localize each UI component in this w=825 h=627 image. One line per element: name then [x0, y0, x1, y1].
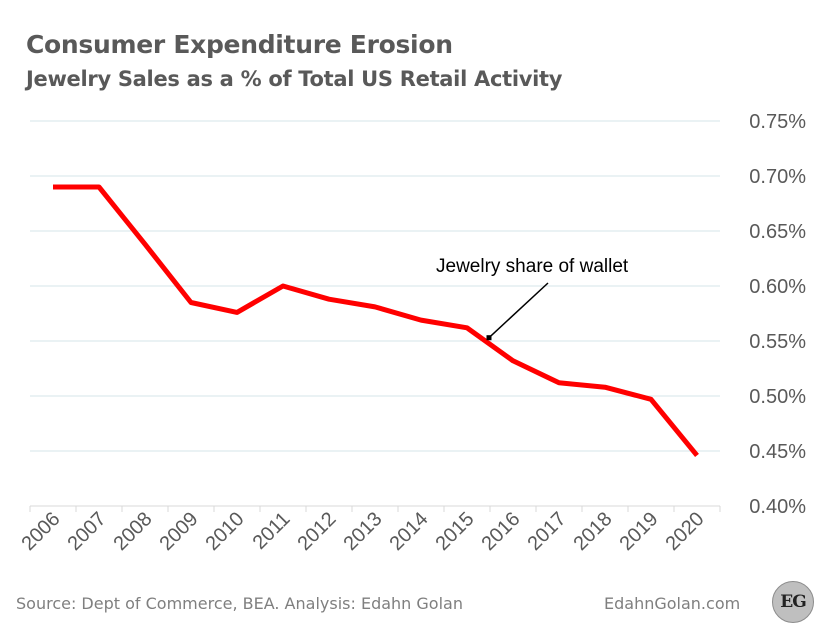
x-tick-label: 2020	[662, 508, 709, 555]
source-note: Source: Dept of Commerce, BEA. Analysis:…	[16, 594, 463, 613]
y-tick-label: 0.60%	[749, 276, 806, 298]
y-axis-tick-labels: 0.40% 0.45% 0.50% 0.55% 0.60% 0.65% 0.70% 0.75%	[749, 111, 806, 518]
x-tick-label: 2019	[616, 508, 663, 555]
y-tick-label: 0.55%	[749, 331, 806, 353]
series-line	[53, 184, 699, 457]
chart-title: Consumer Expenditure Erosion	[26, 30, 453, 59]
x-tick-label: 2018	[570, 508, 617, 555]
x-tick-label: 2010	[202, 508, 249, 555]
y-tick-label: 0.40%	[749, 496, 806, 518]
eg-logo: EG	[772, 581, 814, 623]
x-tick-label: 2012	[294, 508, 341, 555]
gridlines	[30, 120, 720, 452]
x-axis	[29, 505, 721, 512]
site-link[interactable]: EdahnGolan.com	[604, 594, 741, 613]
y-tick-label: 0.75%	[749, 111, 806, 133]
x-tick-label: 2015	[432, 508, 479, 555]
x-tick-label: 2011	[249, 508, 295, 554]
series-lines	[53, 184, 699, 457]
y-tick-label: 0.65%	[749, 221, 806, 243]
x-tick-label: 2013	[340, 508, 387, 555]
x-tick-label: 2016	[478, 508, 525, 555]
y-tick-label: 0.70%	[749, 166, 806, 188]
logo-text: EG	[780, 592, 807, 612]
y-tick-label: 0.45%	[749, 441, 806, 463]
x-tick-label: 2006	[18, 508, 65, 555]
annotation: Jewelry share of wallet	[436, 256, 629, 341]
x-tick-label: 2009	[156, 508, 203, 555]
x-tick-label: 2014	[386, 508, 433, 555]
x-tick-label: 2007	[64, 508, 111, 555]
annotation-label: Jewelry share of wallet	[436, 256, 629, 277]
x-tick-label: 2017	[524, 508, 571, 555]
x-tick-label: 2008	[110, 508, 157, 555]
y-tick-label: 0.50%	[749, 386, 806, 408]
annotation-leader	[488, 282, 549, 339]
chart-subtitle: Jewelry Sales as a % of Total US Retail …	[26, 67, 563, 91]
annotation-marker	[486, 335, 492, 341]
